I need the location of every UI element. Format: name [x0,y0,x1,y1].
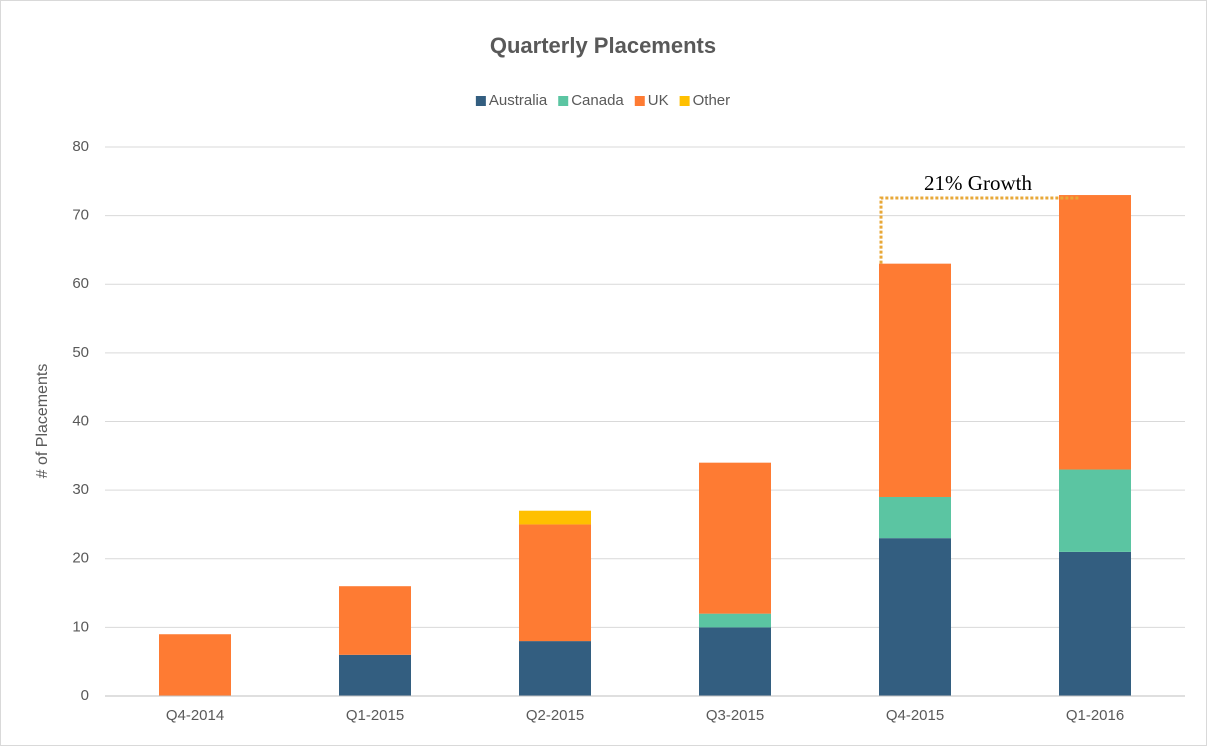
x-tick-label: Q1-2015 [346,707,404,724]
legend-swatch [558,96,569,106]
x-tick-label: Q4-2014 [166,707,224,724]
legend-label: Other [693,92,731,109]
y-tick-label: 70 [72,207,89,224]
bar-segment [1059,195,1131,470]
legend-label: Australia [489,92,548,109]
legend-swatch [679,96,690,106]
bar-segment [699,627,771,696]
bar-segment [339,654,411,696]
x-tick-label: Q4-2015 [886,707,944,724]
legend-label: Canada [571,92,624,109]
bar-segment [339,586,411,655]
y-tick-label: 0 [81,687,89,704]
bar-segment [159,634,231,696]
bar-segment [879,263,951,497]
y-axis-label: # of Placements [34,364,51,479]
x-tick-label: Q1-2016 [1066,707,1124,724]
y-tick-label: 10 [72,618,89,635]
bar-segment [879,496,951,539]
bar-segment [519,510,591,525]
y-tick-label: 30 [72,481,89,498]
y-tick-label: 60 [72,275,89,292]
chart-title: Quarterly Placements [490,33,716,58]
bar-segment [519,524,591,642]
legend-swatch [634,96,645,106]
y-tick-label: 50 [72,344,89,361]
y-tick-label: 20 [72,550,89,567]
growth-bracket [879,196,1079,264]
x-tick-label: Q3-2015 [706,707,764,724]
x-tick-label: Q2-2015 [526,707,584,724]
bar-segment [879,538,951,696]
bar-segment [699,462,771,614]
bar-segment [519,641,591,696]
bar-segment [699,613,771,628]
bar-segment [1059,469,1131,552]
legend-label: UK [648,92,669,109]
y-tick-label: 40 [72,412,89,429]
y-tick-label: 80 [72,138,89,155]
bar-segment [1059,551,1131,696]
legend-swatch [475,96,486,106]
annotation: 21% Growth [924,171,1032,195]
